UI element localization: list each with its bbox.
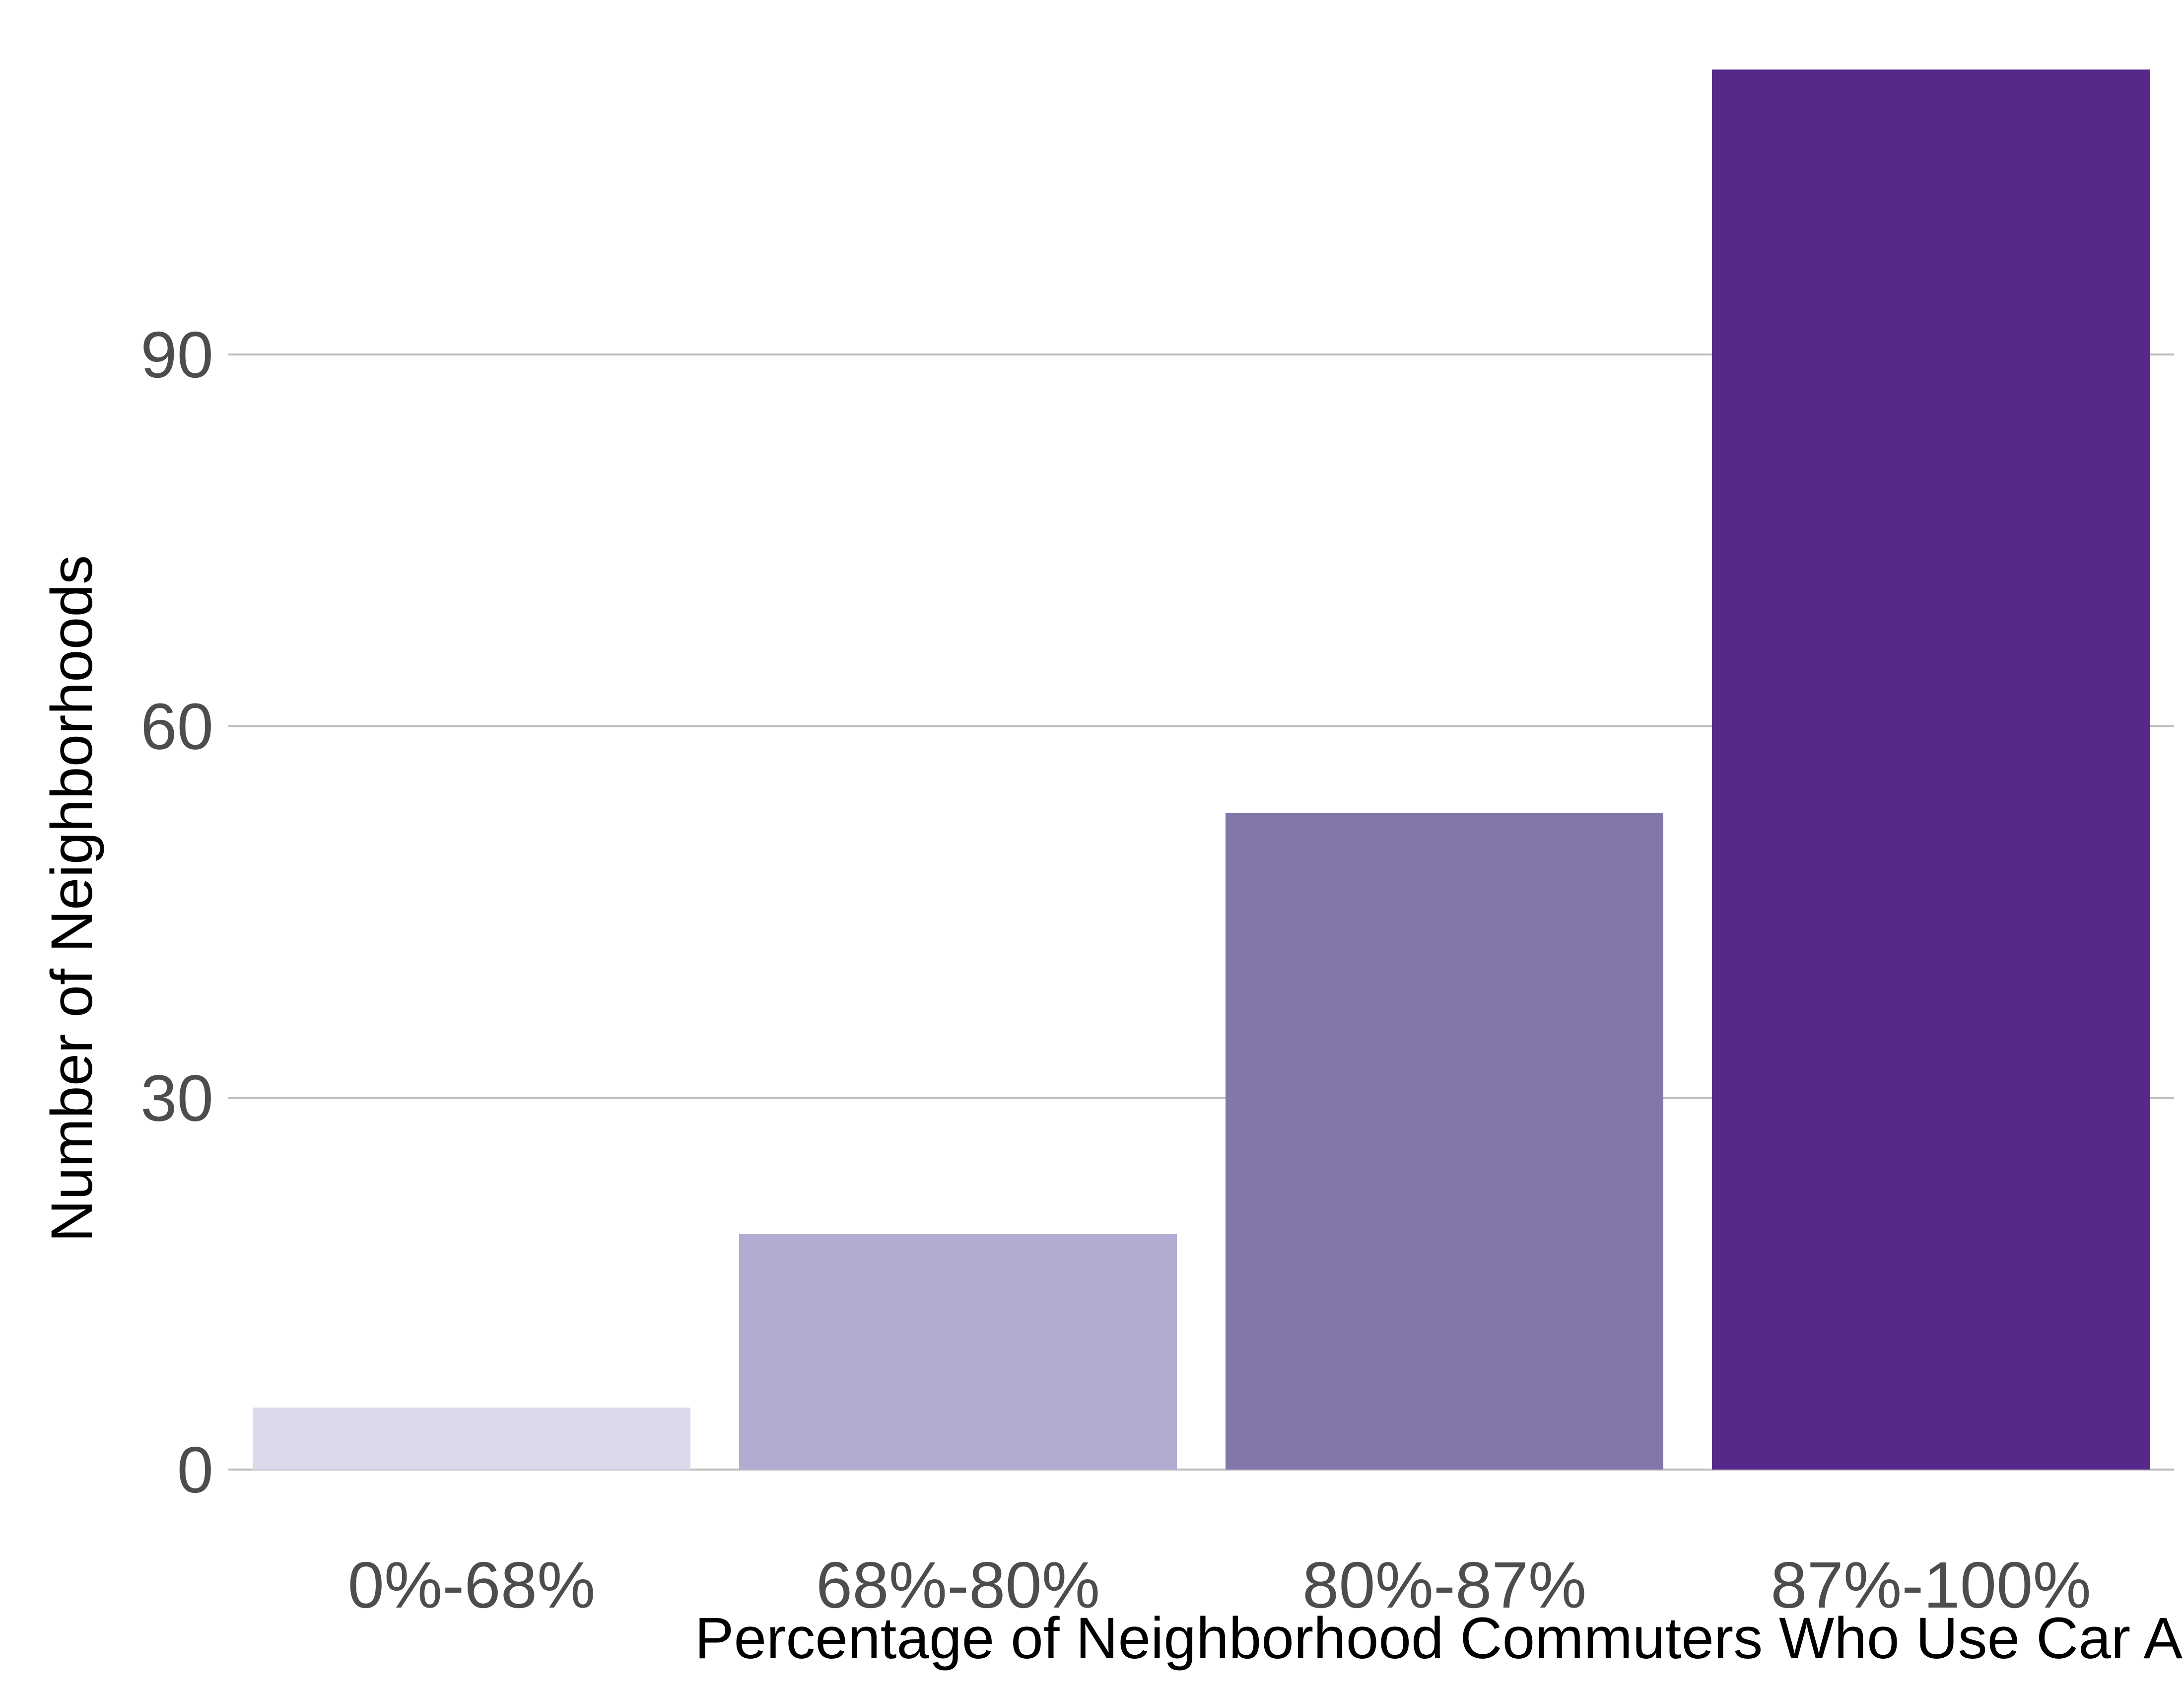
x-tick-labels: 0%-68% 68%-80% 80%-87% 87%-100% [348, 1548, 2091, 1621]
bar-1 [253, 1407, 690, 1470]
bars [253, 70, 2150, 1470]
bar-2 [739, 1234, 1177, 1470]
bar-4 [1712, 70, 2150, 1470]
x-tick-label: 68%-80% [816, 1548, 1100, 1621]
x-tick-label: 80%-87% [1302, 1548, 1586, 1621]
y-tick-label: 0 [177, 1433, 213, 1506]
x-tick-label: 87%-100% [1771, 1548, 2091, 1621]
y-tick-label: 30 [140, 1061, 213, 1134]
bar-3 [1226, 813, 1663, 1470]
x-axis-title: Percentage of Neighborhood Commuters Who… [695, 1606, 2184, 1671]
y-tick-labels: 0 30 60 90 [140, 318, 213, 1506]
y-axis-title: Number of Neighborhoods [39, 555, 105, 1242]
y-tick-label: 90 [140, 318, 213, 391]
x-tick-label: 0%-68% [348, 1548, 596, 1621]
y-tick-label: 60 [140, 690, 213, 763]
